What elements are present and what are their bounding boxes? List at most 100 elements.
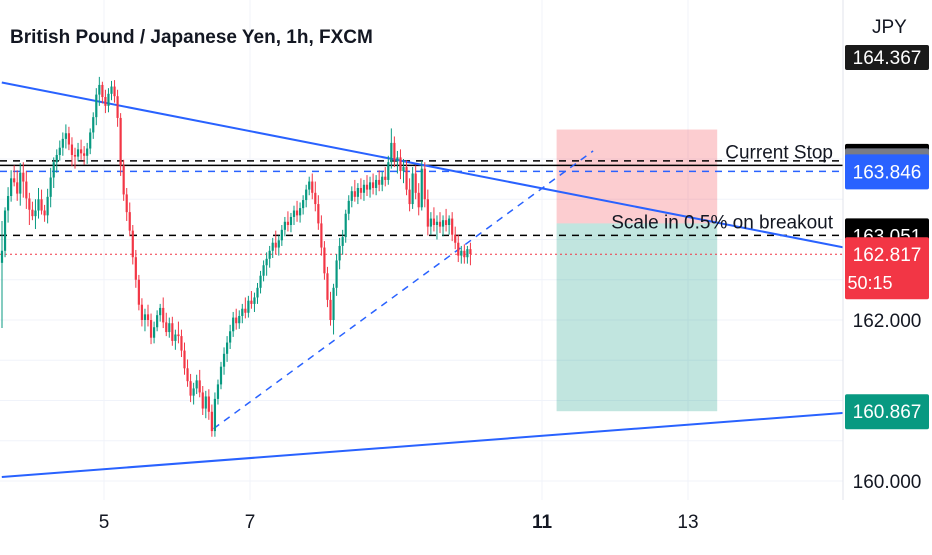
- candle-body: [168, 323, 171, 333]
- candle-body: [441, 220, 445, 227]
- candle-body: [119, 117, 122, 166]
- candle-body: [83, 153, 86, 156]
- candle-body: [359, 187, 363, 193]
- candle-body: [250, 300, 253, 304]
- candle-body: [311, 181, 314, 193]
- candle-body: [259, 275, 262, 288]
- candle-body: [219, 366, 223, 385]
- candle-body: [320, 223, 323, 248]
- candle-body: [13, 178, 16, 183]
- candle-body: [387, 162, 390, 180]
- candle-body: [302, 200, 305, 209]
- candle-body: [232, 317, 235, 332]
- trend-line-1[interactable]: [1, 392, 932, 478]
- candle-body: [222, 353, 226, 367]
- candle-body: [98, 84, 101, 95]
- grid-layer: [0, 0, 843, 500]
- candle-body: [162, 307, 165, 323]
- candle-body: [466, 249, 469, 258]
- candle-body: [73, 154, 77, 157]
- candle-body: [225, 342, 229, 354]
- candle-body: [460, 250, 463, 256]
- price-badge-text: 162.817: [853, 245, 922, 266]
- countdown-text: 50:15: [847, 273, 892, 293]
- candle-body: [104, 97, 107, 106]
- time-axis[interactable]: 57111318: [99, 512, 932, 533]
- candle-body: [58, 147, 61, 155]
- candle-body: [174, 334, 177, 341]
- candle-body: [414, 173, 417, 193]
- candle-body: [40, 199, 43, 211]
- candle-body: [408, 189, 411, 205]
- price-badge-text: 164.367: [853, 48, 922, 69]
- candle-body: [317, 204, 320, 224]
- candle-body: [110, 86, 113, 94]
- line-labels: Current Stop Scale in 0.5% on breakout: [611, 142, 834, 233]
- trend-line-2[interactable]: [213, 150, 594, 430]
- candle-body: [247, 300, 250, 313]
- candle-body: [116, 96, 119, 118]
- candle-body: [314, 192, 317, 205]
- candle-body: [338, 245, 341, 261]
- candle-body: [22, 172, 25, 182]
- candle-body: [268, 250, 271, 259]
- trend-line-0[interactable]: [1, 81, 932, 300]
- candle-body: [137, 279, 140, 305]
- candle-body: [171, 323, 174, 341]
- candle-body: [238, 315, 241, 324]
- price-badges: 164.367163.977163.921163.846163.051162.8…: [845, 45, 929, 430]
- price-badge-text: 160.867: [853, 402, 922, 423]
- candle-body: [298, 208, 302, 216]
- candle-body: [289, 216, 293, 226]
- candle-body: [411, 173, 414, 205]
- candle-body: [86, 148, 89, 156]
- line-label-1: Current Stop: [725, 142, 833, 163]
- x-tick-label-0: 5: [99, 512, 110, 533]
- candle-body: [335, 260, 338, 288]
- candle-body: [448, 218, 451, 226]
- candle-body: [399, 157, 402, 172]
- candle-body: [0, 250, 4, 263]
- candle-body: [332, 287, 335, 320]
- candle-body: [463, 250, 466, 258]
- price-axis[interactable]: 160.000 162.000: [853, 311, 922, 493]
- x-tick-label-1: 7: [245, 512, 256, 533]
- candle-body: [393, 142, 396, 161]
- candle-body: [271, 242, 274, 251]
- candle-body: [420, 168, 423, 208]
- price-badge-text: 163.846: [853, 162, 922, 183]
- candle-body: [347, 200, 350, 214]
- candle-body: [177, 334, 180, 337]
- stop-loss-zone[interactable]: [556, 129, 718, 224]
- candle-body: [362, 184, 366, 193]
- currency-label: JPY: [872, 17, 907, 38]
- candle-body: [329, 299, 332, 320]
- candle-body: [92, 117, 95, 133]
- candle-body: [192, 388, 195, 396]
- candle-body: [180, 336, 183, 351]
- candle-body: [323, 247, 326, 274]
- candle-body: [64, 133, 67, 139]
- candle-body: [28, 198, 31, 210]
- line-label-3: Scale in 0.5% on breakout: [611, 212, 834, 233]
- candle-body: [253, 297, 256, 304]
- candle-body: [195, 380, 198, 389]
- chart-title: British Pound / Japanese Yen, 1h, FXCM: [10, 27, 373, 48]
- candle-body: [308, 181, 311, 190]
- candle-body: [469, 249, 472, 254]
- take-profit-zone[interactable]: [556, 223, 718, 412]
- candle-body: [140, 304, 144, 320]
- candle-body: [210, 411, 213, 432]
- candle-body: [451, 218, 454, 235]
- x-tick-label-3: 13: [677, 512, 698, 533]
- candle-body: [79, 149, 83, 154]
- price-badge-5: 162.817 50:15: [845, 237, 929, 300]
- candle-body: [432, 218, 436, 226]
- candle-body: [67, 133, 71, 145]
- candle-body: [34, 210, 37, 217]
- candle-body: [186, 368, 189, 382]
- candle-body: [31, 209, 34, 217]
- candle-body: [292, 210, 296, 217]
- candle-body: [156, 315, 159, 328]
